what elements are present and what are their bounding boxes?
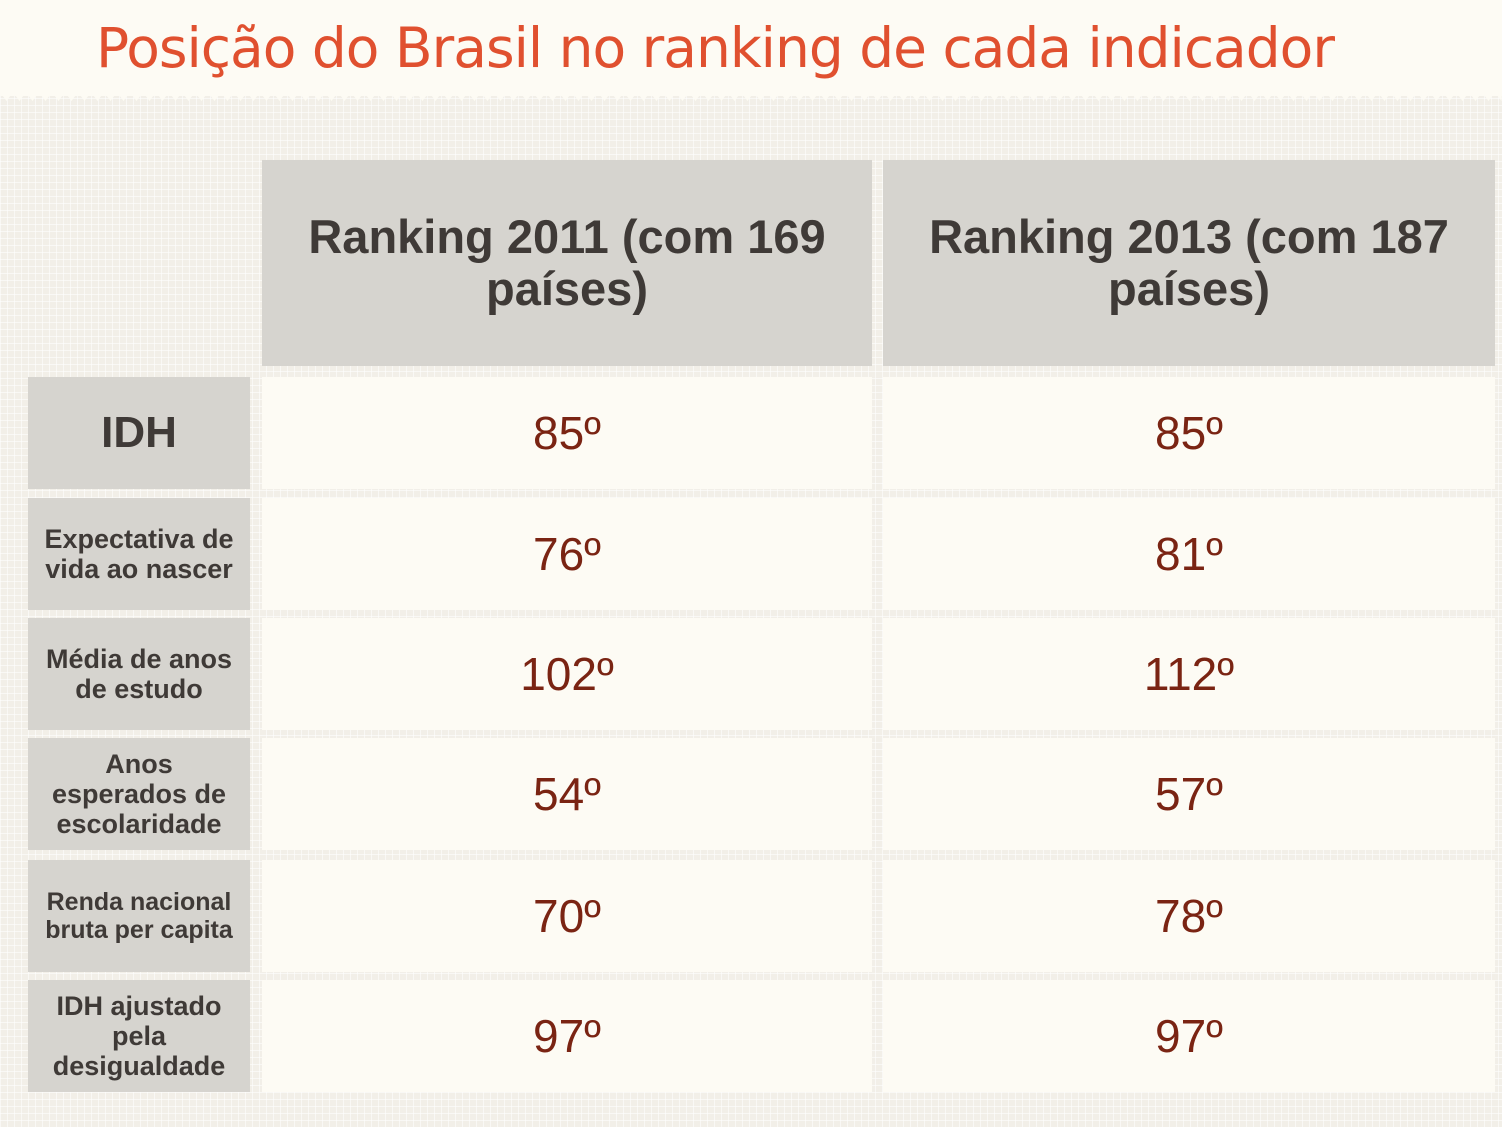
value-cell: 81º [883, 498, 1495, 610]
value-cell: 112º [883, 618, 1495, 730]
value-cell: 70º [262, 860, 872, 972]
row-label: Expectativa de vida ao nascer [28, 498, 250, 610]
zigzag-edge [0, 88, 1502, 101]
column-header-2011: Ranking 2011 (com 169 países) [262, 160, 872, 366]
value-cell: 54º [262, 738, 872, 850]
column-header-2013: Ranking 2013 (com 187 países) [883, 160, 1495, 366]
value-cell: 78º [883, 860, 1495, 972]
title-bar [0, 0, 1502, 96]
value-cell: 85º [883, 377, 1495, 489]
page-title: Posição do Brasil no ranking de cada ind… [96, 16, 1335, 80]
value-cell: 85º [262, 377, 872, 489]
value-cell: 76º [262, 498, 872, 610]
value-cell: 97º [262, 980, 872, 1092]
row-label: Renda nacional bruta per capita [28, 860, 250, 972]
value-cell: 97º [883, 980, 1495, 1092]
row-label: IDH [28, 377, 250, 489]
value-cell: 57º [883, 738, 1495, 850]
row-label: Média de anos de estudo [28, 618, 250, 730]
value-cell: 102º [262, 618, 872, 730]
row-label: Anos esperados de escolaridade [28, 738, 250, 850]
row-label: IDH ajustado pela desigualdade [28, 980, 250, 1092]
